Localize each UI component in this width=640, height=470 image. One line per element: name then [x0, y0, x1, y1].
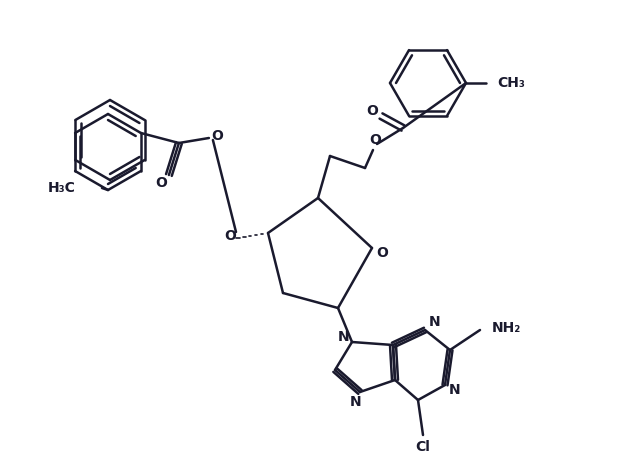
- Text: N: N: [449, 383, 461, 397]
- Text: N: N: [338, 330, 350, 344]
- Text: CH₃: CH₃: [497, 76, 525, 90]
- Text: N: N: [350, 395, 362, 409]
- Text: Cl: Cl: [415, 440, 431, 454]
- Text: O: O: [211, 129, 223, 143]
- Text: N: N: [429, 315, 441, 329]
- Text: NH₂: NH₂: [492, 321, 521, 335]
- Text: O: O: [224, 229, 236, 243]
- Text: H₃C: H₃C: [48, 181, 76, 195]
- Text: O: O: [369, 133, 381, 147]
- Text: O: O: [155, 176, 167, 190]
- Text: O: O: [376, 246, 388, 260]
- Text: O: O: [366, 104, 378, 118]
